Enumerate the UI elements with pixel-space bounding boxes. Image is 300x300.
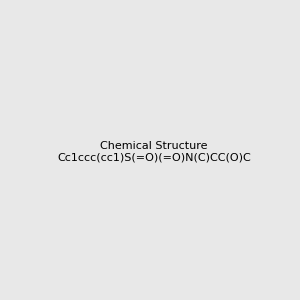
Text: Chemical Structure
Cc1ccc(cc1)S(=O)(=O)N(C)CC(O)C: Chemical Structure Cc1ccc(cc1)S(=O)(=O)N… bbox=[57, 141, 250, 162]
